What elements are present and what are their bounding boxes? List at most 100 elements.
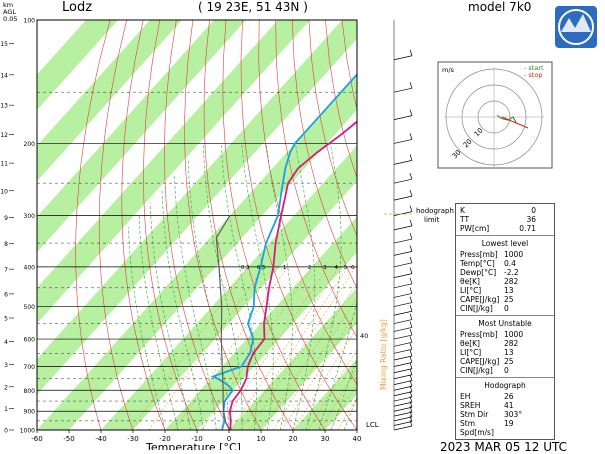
mixing-ratio-label: 6 [351, 265, 355, 271]
wind-barb [394, 139, 412, 143]
wind-barb-feather [410, 343, 412, 349]
hodograph-limit-2: limit [424, 216, 440, 224]
wind-barb [394, 179, 412, 183]
wind-barb [394, 335, 412, 339]
height-tick-label: 9 [4, 215, 8, 222]
tt-label: TT [460, 215, 492, 224]
wind-barb-feather [410, 245, 412, 251]
unstable-label: Press[mb] [460, 330, 504, 339]
height-tick-label: 13 [0, 103, 8, 110]
wind-barb-feather [410, 133, 412, 139]
wind-barb-feather [410, 154, 412, 160]
hodo-stat-label: SREH [460, 401, 504, 410]
lowest-label: LI[°C] [460, 286, 504, 295]
tt-value: 36 [492, 215, 550, 224]
hodo-units: m/s [442, 66, 455, 74]
lowest-label: Temp[°C] [460, 259, 504, 268]
lcl-label: LCL [366, 421, 379, 429]
wind-barb [394, 349, 412, 353]
wind-barb-feather [410, 173, 412, 179]
wind-barb-feather [410, 314, 412, 320]
lowest-row: CIN[J/kg]0 [460, 304, 550, 313]
wind-barb [394, 284, 412, 288]
lowest-label: Dewp[°C] [460, 268, 504, 277]
wind-barb [394, 56, 412, 60]
height-tick-label: 8 [4, 241, 8, 248]
wind-barb [394, 407, 412, 411]
lowest-row: CAPE[J/kg]25 [460, 295, 550, 304]
wind-barb [394, 426, 412, 430]
mixing-ratio-title: Mixing Ratio [g/kg] [379, 319, 388, 390]
unstable-row: Press[mb]1000 [460, 330, 550, 339]
lowest-value: 0 [504, 304, 550, 313]
unstable-value: 1000 [504, 330, 550, 339]
wind-barb [394, 88, 412, 92]
pw-label: PW[cm] [460, 224, 492, 233]
height-tick-label: 2 [4, 384, 8, 391]
wind-barb [394, 417, 412, 421]
pressure-tick-label: 100 [24, 18, 36, 25]
hodo-stat-value: 303° [504, 410, 550, 419]
mixing-ratio-label: 5 [343, 265, 347, 271]
wind-barb-feather [410, 268, 412, 274]
hodo-stat-label: Stm Dir [460, 410, 504, 419]
k-index-label: K [460, 206, 492, 215]
pressure-tick-label: 500 [24, 304, 36, 311]
wind-barb-feather [410, 50, 412, 56]
hodo-stat-value: 41 [504, 401, 550, 410]
unstable-row: LI[°C]13 [460, 348, 550, 357]
height-tick-label: 11 [0, 161, 8, 168]
lowest-label: θe[K] [460, 277, 504, 286]
wind-barb-feather [410, 82, 412, 88]
hodograph-panel: m/s - start - stop 10 20 30 [438, 62, 552, 168]
lowest-level-title: Lowest level [460, 239, 550, 248]
mixing-ratio-label: 0.3 [241, 265, 250, 271]
pressure-tick-label: 800 [24, 388, 36, 395]
x-tick-label: 10 [257, 435, 266, 443]
pw-value: 0.71 [492, 224, 550, 233]
wind-barb [394, 362, 412, 366]
unstable-value: 13 [504, 348, 550, 357]
wind-barb-feather [410, 257, 412, 263]
height-tick-label: 4 [4, 339, 8, 346]
wind-barb [394, 412, 412, 416]
lowest-value: 13 [504, 286, 550, 295]
wind-barb [394, 116, 412, 120]
unstable-row: CAPE[J/kg]25 [460, 357, 550, 366]
wind-barb [394, 381, 412, 385]
x-tick-label: -50 [63, 435, 74, 443]
height-tick-label: 0 [4, 428, 8, 435]
wind-barb-feather [410, 305, 412, 311]
wind-barb [394, 160, 412, 164]
wind-barb [394, 239, 412, 243]
wind-barb-feather [410, 297, 412, 303]
height-tick-label: 14 [0, 72, 8, 79]
mixing-ratio-label: 0.5 [257, 265, 266, 271]
pressure-tick-label: 700 [24, 364, 36, 371]
wind-barb-feather [410, 369, 412, 375]
lowest-label: Press[mb] [460, 250, 504, 259]
height-tick-label: 3 [4, 362, 8, 369]
wind-barb [394, 226, 412, 230]
wind-barb [394, 327, 412, 331]
lowest-value: -2.2 [504, 268, 550, 277]
unstable-label: CIN[J/kg] [460, 366, 504, 375]
x-tick-label: 40 [353, 435, 362, 443]
lowest-row: Dewp[°C]-2.2 [460, 268, 550, 277]
wind-barb-feather [410, 356, 412, 362]
x-tick-label: 30 [321, 435, 330, 443]
wind-barb [394, 320, 412, 324]
lowest-row: Press[mb]1000 [460, 250, 550, 259]
wind-barb [394, 196, 412, 200]
wind-barb-feather [410, 233, 412, 239]
wind-barb-feather [410, 375, 412, 381]
mixing-ratio-label: 1 [283, 265, 287, 271]
lowest-value: 282 [504, 277, 550, 286]
height-tick-label: 1 [4, 406, 8, 413]
lowest-value: 0.4 [504, 259, 550, 268]
